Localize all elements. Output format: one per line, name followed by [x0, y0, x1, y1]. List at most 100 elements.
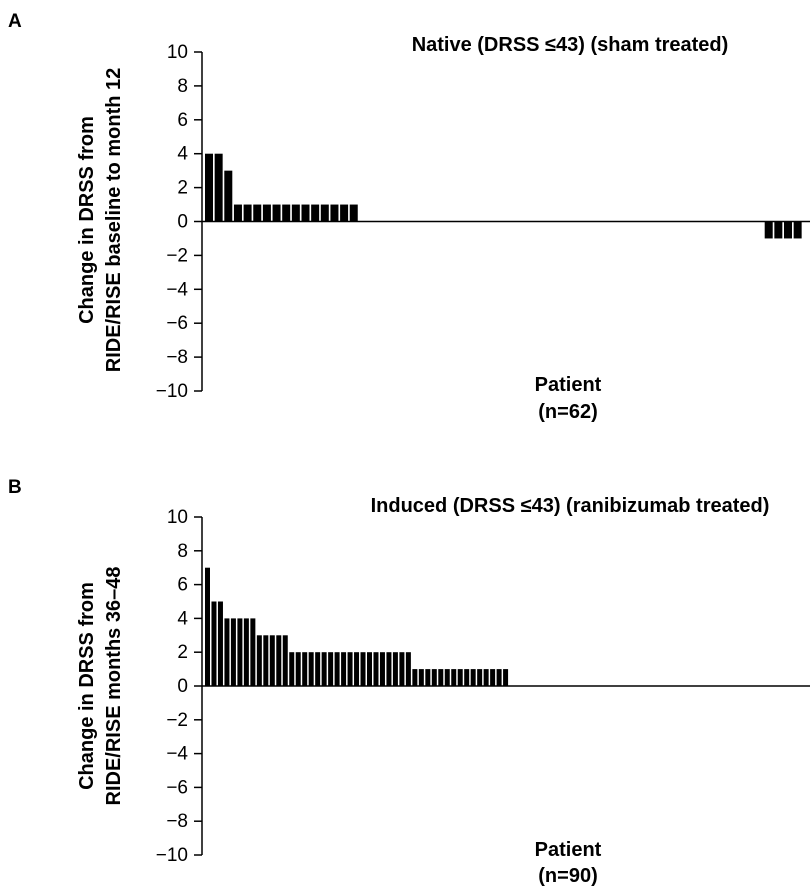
panel-b-letter: B [8, 477, 22, 498]
panel-a-bars [205, 153, 802, 239]
panel-a-bar [774, 221, 783, 239]
panel-a-bar [282, 204, 291, 222]
panel-b-bar [237, 618, 243, 686]
panel-a-ytick-label: −8 [166, 347, 188, 368]
panel-a: A Native (DRSS ≤43) (sham treated) Chang… [8, 11, 810, 423]
panel-a-bar [233, 204, 242, 222]
panel-a-bar [330, 204, 339, 222]
panel-b-ytick-label: −8 [166, 811, 188, 832]
panel-a-ytick-label: −2 [166, 245, 188, 266]
panel-a-bar [214, 153, 223, 222]
panel-b-bar [263, 635, 269, 686]
panel-b-bar [451, 669, 457, 686]
panel-b-bar [269, 635, 275, 686]
panel-b-ytick-label: 6 [177, 575, 188, 596]
panel-a-bar [320, 204, 329, 222]
panel-b-bar [405, 652, 411, 686]
panel-a-ytick-label: 2 [177, 178, 188, 199]
panel-a-bar [301, 204, 310, 222]
panel-b-ytick-label: −2 [166, 710, 188, 731]
panel-b-bar [217, 601, 223, 686]
panel-b-bar [399, 652, 405, 686]
panel-a-ytick-label: −6 [166, 313, 188, 334]
panel-b-ylabel-line2: RIDE/RISE months 36–48 [103, 567, 125, 806]
panel-b-bar [230, 618, 236, 686]
panel-b-bar [470, 669, 476, 686]
panel-b-bars [205, 567, 509, 686]
panel-a-bar [349, 204, 358, 222]
panel-b-bar [490, 669, 496, 686]
panel-a-letter: A [8, 11, 22, 32]
panel-b-bar [341, 652, 347, 686]
panel-b-bar [315, 652, 321, 686]
panel-b-bar [503, 669, 509, 686]
panel-b-bar [256, 635, 262, 686]
panel-b-ytick-label: −6 [166, 777, 188, 798]
panel-b-ytick-label: −4 [166, 744, 188, 765]
panel-b-xlabel-line1: Patient [535, 839, 602, 861]
panel-a-bar [243, 204, 252, 222]
panel-a-xlabel-line2: (n=62) [538, 401, 597, 423]
panel-b-ytick-label: 4 [177, 608, 188, 629]
panel-a-bar [291, 204, 300, 222]
panel-b-bar [243, 618, 249, 686]
panel-a-bar [793, 221, 802, 239]
panel-b-bar [367, 652, 372, 686]
panel-b-bar [328, 652, 334, 686]
panel-b-bar [483, 669, 489, 686]
panel-a-ytick-label: 4 [177, 144, 188, 165]
panel-b-axes: 10 8 6 4 2 0 −2 −4 −6 −8 −10 [156, 507, 810, 866]
panel-a-ylabel-line1: Change in DRSS from [76, 116, 98, 324]
panel-a-bar [272, 204, 281, 222]
panel-b-bar [282, 635, 288, 686]
panel-b-bar [289, 652, 295, 686]
panel-a-bar [764, 221, 773, 239]
panel-b-bar [431, 669, 437, 686]
panel-b-xlabel-line2: (n=90) [538, 865, 597, 887]
panel-b-bar [379, 652, 385, 686]
panel-b-bar [425, 669, 431, 686]
panel-b-bar [438, 669, 444, 686]
panel-b-bar [302, 652, 308, 686]
panel-b-bar [211, 601, 217, 686]
panel-b-ytick-label: 2 [177, 642, 188, 663]
panel-b-ytick-label: 8 [177, 541, 188, 562]
panel-b-bar [412, 669, 418, 686]
panel-b: B Induced (DRSS ≤43) (ranibizumab treate… [8, 477, 810, 887]
panel-b-bar [354, 652, 360, 686]
panel-b-bar [308, 652, 314, 686]
panel-a-bar [205, 153, 213, 222]
panel-a-bar [253, 204, 262, 222]
panel-b-bar [457, 669, 463, 686]
panel-a-ytick-label: 0 [177, 212, 188, 233]
panel-a-ytick-label: 8 [177, 76, 188, 97]
panel-b-bar [295, 652, 301, 686]
panel-a-axes: 10 8 6 4 2 0 −2 −4 −6 −8 −10 [156, 42, 810, 402]
panel-b-bar [250, 618, 256, 686]
panel-a-ytick-label: 6 [177, 110, 188, 131]
panel-b-bar [276, 635, 282, 686]
panel-b-bar [444, 669, 450, 686]
panel-a-bar [340, 204, 349, 222]
panel-a-ytick-label: 10 [167, 42, 188, 63]
panel-a-bar [262, 204, 271, 222]
panel-b-bar [360, 652, 366, 686]
panel-a-ytick-label: −4 [166, 279, 188, 300]
panel-b-bar [464, 669, 470, 686]
panel-b-bar [334, 652, 340, 686]
panel-b-bar [392, 652, 398, 686]
panel-b-title: Induced (DRSS ≤43) (ranibizumab treated) [371, 495, 770, 517]
panel-a-title: Native (DRSS ≤43) (sham treated) [412, 34, 729, 56]
panel-b-ylabel-line1: Change in DRSS from [76, 582, 98, 790]
panel-a-bar [224, 170, 233, 222]
panel-b-ytick-label: 0 [177, 676, 188, 697]
panel-b-bar [347, 652, 353, 686]
panel-a-ylabel-line2: RIDE/RISE baseline to month 12 [103, 68, 125, 373]
panel-b-bar [373, 652, 379, 686]
panel-b-bar [205, 567, 210, 686]
panel-b-bar [386, 652, 392, 686]
panel-b-ytick-label: −10 [156, 845, 188, 866]
panel-b-bar [477, 669, 483, 686]
panel-a-bar [784, 221, 792, 239]
